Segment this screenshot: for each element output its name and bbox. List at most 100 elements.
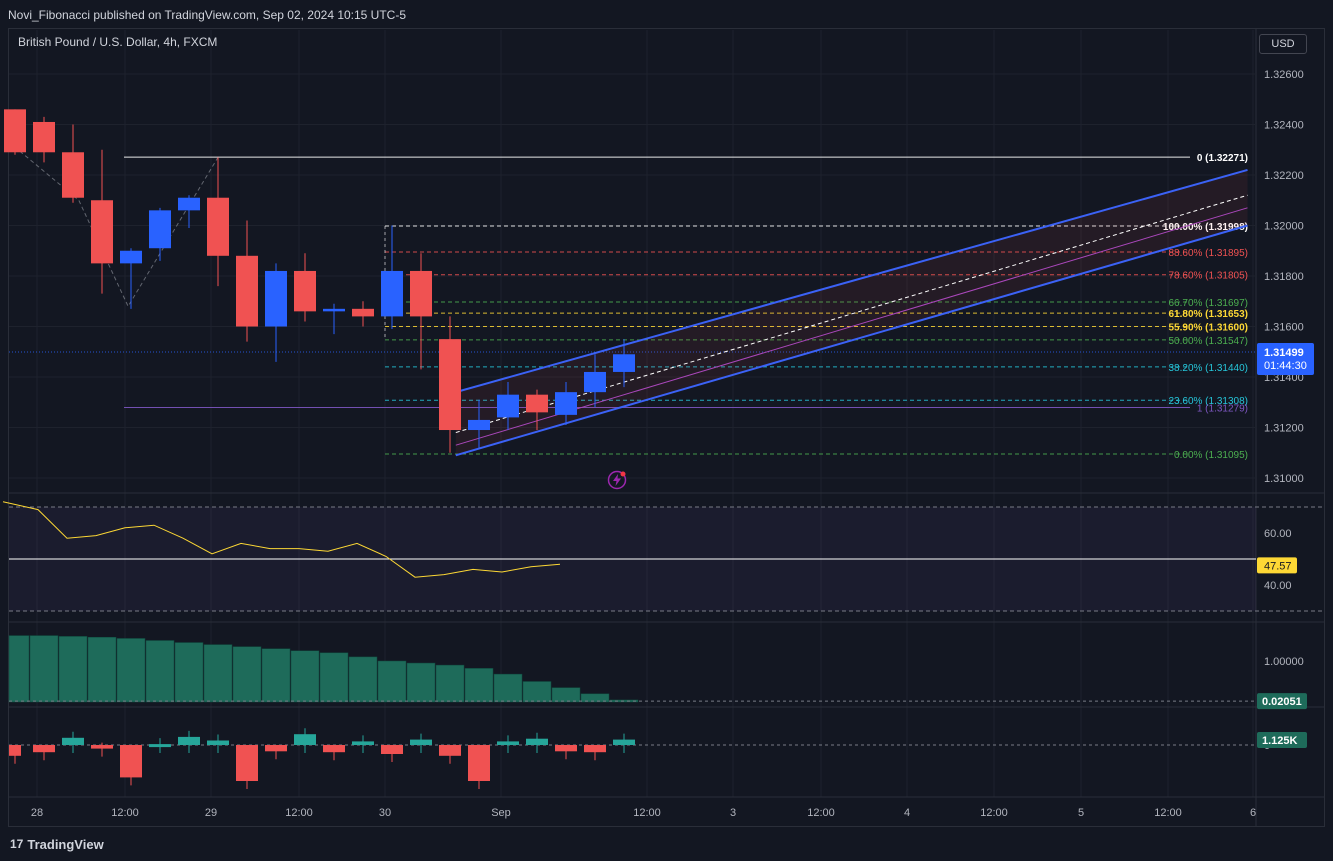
histogram-bar [464, 668, 494, 703]
grid-layer [9, 29, 1324, 826]
delta-bar [236, 745, 258, 781]
channel-inner-line [455, 207, 1248, 446]
histogram-tick-label: 1.00000 [1264, 656, 1304, 668]
fib-level-label: 66.70% (1.31697) [1168, 298, 1248, 309]
y-tick-label: 1.32400 [1264, 120, 1304, 132]
delta-bar [178, 736, 200, 745]
candle-body [265, 270, 287, 327]
delta-bar [468, 745, 490, 781]
axes-layer: 28 12:00 29 12:00 30 Sep 12:00 3 12:00 4 12:00 5 12:… [31, 69, 1314, 819]
histogram-bar [29, 635, 59, 703]
delta-bar [497, 741, 519, 745]
x-tick-label: 12:00 [1154, 807, 1182, 819]
publish-text: Novi_Fibonacci published on TradingView.… [8, 8, 407, 22]
delta-layer [9, 728, 1256, 789]
rsi-value-label: 47.57 [1264, 560, 1292, 572]
histogram-bar [116, 638, 146, 703]
fib-level-label: 1 (1.31279) [1197, 404, 1248, 415]
histogram-bar [261, 648, 291, 703]
y-tick-label: 1.31800 [1264, 271, 1304, 283]
x-tick-label: 28 [31, 807, 43, 819]
candle-body [352, 308, 374, 317]
lightning-event-icon[interactable] [607, 470, 627, 490]
histogram-bar [290, 650, 320, 703]
delta-bar [120, 745, 142, 778]
publish-header: Novi_Fibonacci published on TradingView.… [0, 0, 1333, 28]
candle-body [207, 197, 229, 256]
x-tick-label: Sep [491, 807, 511, 819]
fib-level-label: 100.00% (1.31998) [1163, 222, 1248, 233]
y-tick-label: 1.32600 [1264, 69, 1304, 81]
histogram-bar [377, 660, 407, 703]
delta-bar [613, 739, 635, 745]
x-tick-label: 12:00 [285, 807, 313, 819]
fib-level-label: 0.00% (1.31095) [1174, 450, 1248, 461]
fib-level-label: 61.80% (1.31653) [1168, 309, 1248, 320]
delta-bar [207, 740, 229, 745]
delta-bar [33, 745, 55, 753]
current-price-value: 1.31499 [1264, 347, 1304, 359]
delta-bar [410, 739, 432, 745]
histogram-bar [348, 656, 378, 703]
histogram-bar [87, 636, 117, 703]
candle-body [294, 270, 316, 312]
brand-name[interactable]: TradingView [27, 836, 104, 852]
delta-bar [62, 737, 84, 745]
fib-level-label: 23.60% (1.31308) [1168, 396, 1248, 407]
candle-body [584, 371, 606, 393]
y-tick-label: 1.32000 [1264, 221, 1304, 233]
delta-bar [439, 745, 461, 756]
y-tick-label: 1.31000 [1264, 473, 1304, 485]
histogram-value-label: 0.02051 [1262, 696, 1302, 708]
x-tick-label: 3 [730, 807, 736, 819]
histogram-value-tag [1257, 693, 1307, 710]
delta-bar [9, 745, 21, 756]
candle-body [439, 339, 461, 431]
candles-layer [4, 109, 635, 453]
histogram-layer [8, 635, 1256, 703]
candle-body [236, 255, 258, 327]
candle-countdown: 01:44:30 [1264, 360, 1307, 372]
delta-bar [352, 741, 374, 745]
candle-body [381, 270, 403, 317]
delta-bar [323, 745, 345, 753]
x-tick-label: 4 [904, 807, 910, 819]
currency-selector[interactable]: USD [1259, 34, 1307, 54]
candle-body [555, 392, 577, 415]
delta-bar [555, 745, 577, 752]
histogram-bar [232, 646, 262, 703]
candle-body [4, 109, 26, 153]
histogram-bar [203, 644, 233, 703]
x-tick-label: 6 [1250, 807, 1256, 819]
x-tick-label: 5 [1078, 807, 1084, 819]
fib-level-label: 50.00% (1.31547) [1168, 336, 1248, 347]
y-tick-label: 1.32200 [1264, 170, 1304, 182]
tradingview-logo-icon[interactable]: 17 [10, 837, 24, 851]
chart-frame [8, 28, 1325, 827]
x-tick-label: 30 [379, 807, 391, 819]
fibonacci-layer: 0 (1.32271) 100.00% (1.31998) 88.60% (1.31… [9, 153, 1256, 461]
delta-bar [149, 744, 171, 748]
delta-bar [91, 745, 113, 749]
fib-level-label: 55.90% (1.31600) [1168, 323, 1248, 334]
x-tick-label: 12:00 [980, 807, 1008, 819]
histogram-bar [174, 642, 204, 703]
symbol-title[interactable]: British Pound / U.S. Dollar, 4h, FXCM [18, 35, 218, 49]
candle-body [323, 308, 345, 312]
histogram-bar [435, 664, 465, 703]
candle-body [410, 270, 432, 317]
y-tick-label: 1.31600 [1264, 322, 1304, 334]
histogram-bar [406, 662, 436, 703]
current-price-tag [1257, 343, 1314, 376]
candle-body [33, 121, 55, 153]
histogram-bar [580, 693, 610, 703]
candle-body [149, 210, 171, 249]
fib-level-label: 78.60% (1.31805) [1168, 271, 1248, 282]
histogram-bar [319, 652, 349, 703]
rsi-tick-label: 40.00 [1264, 580, 1292, 592]
histogram-bar [58, 636, 88, 703]
rsi-line [2, 501, 561, 578]
rsi-tick-label: 60.00 [1264, 528, 1292, 540]
rsi-layer [2, 501, 1324, 612]
